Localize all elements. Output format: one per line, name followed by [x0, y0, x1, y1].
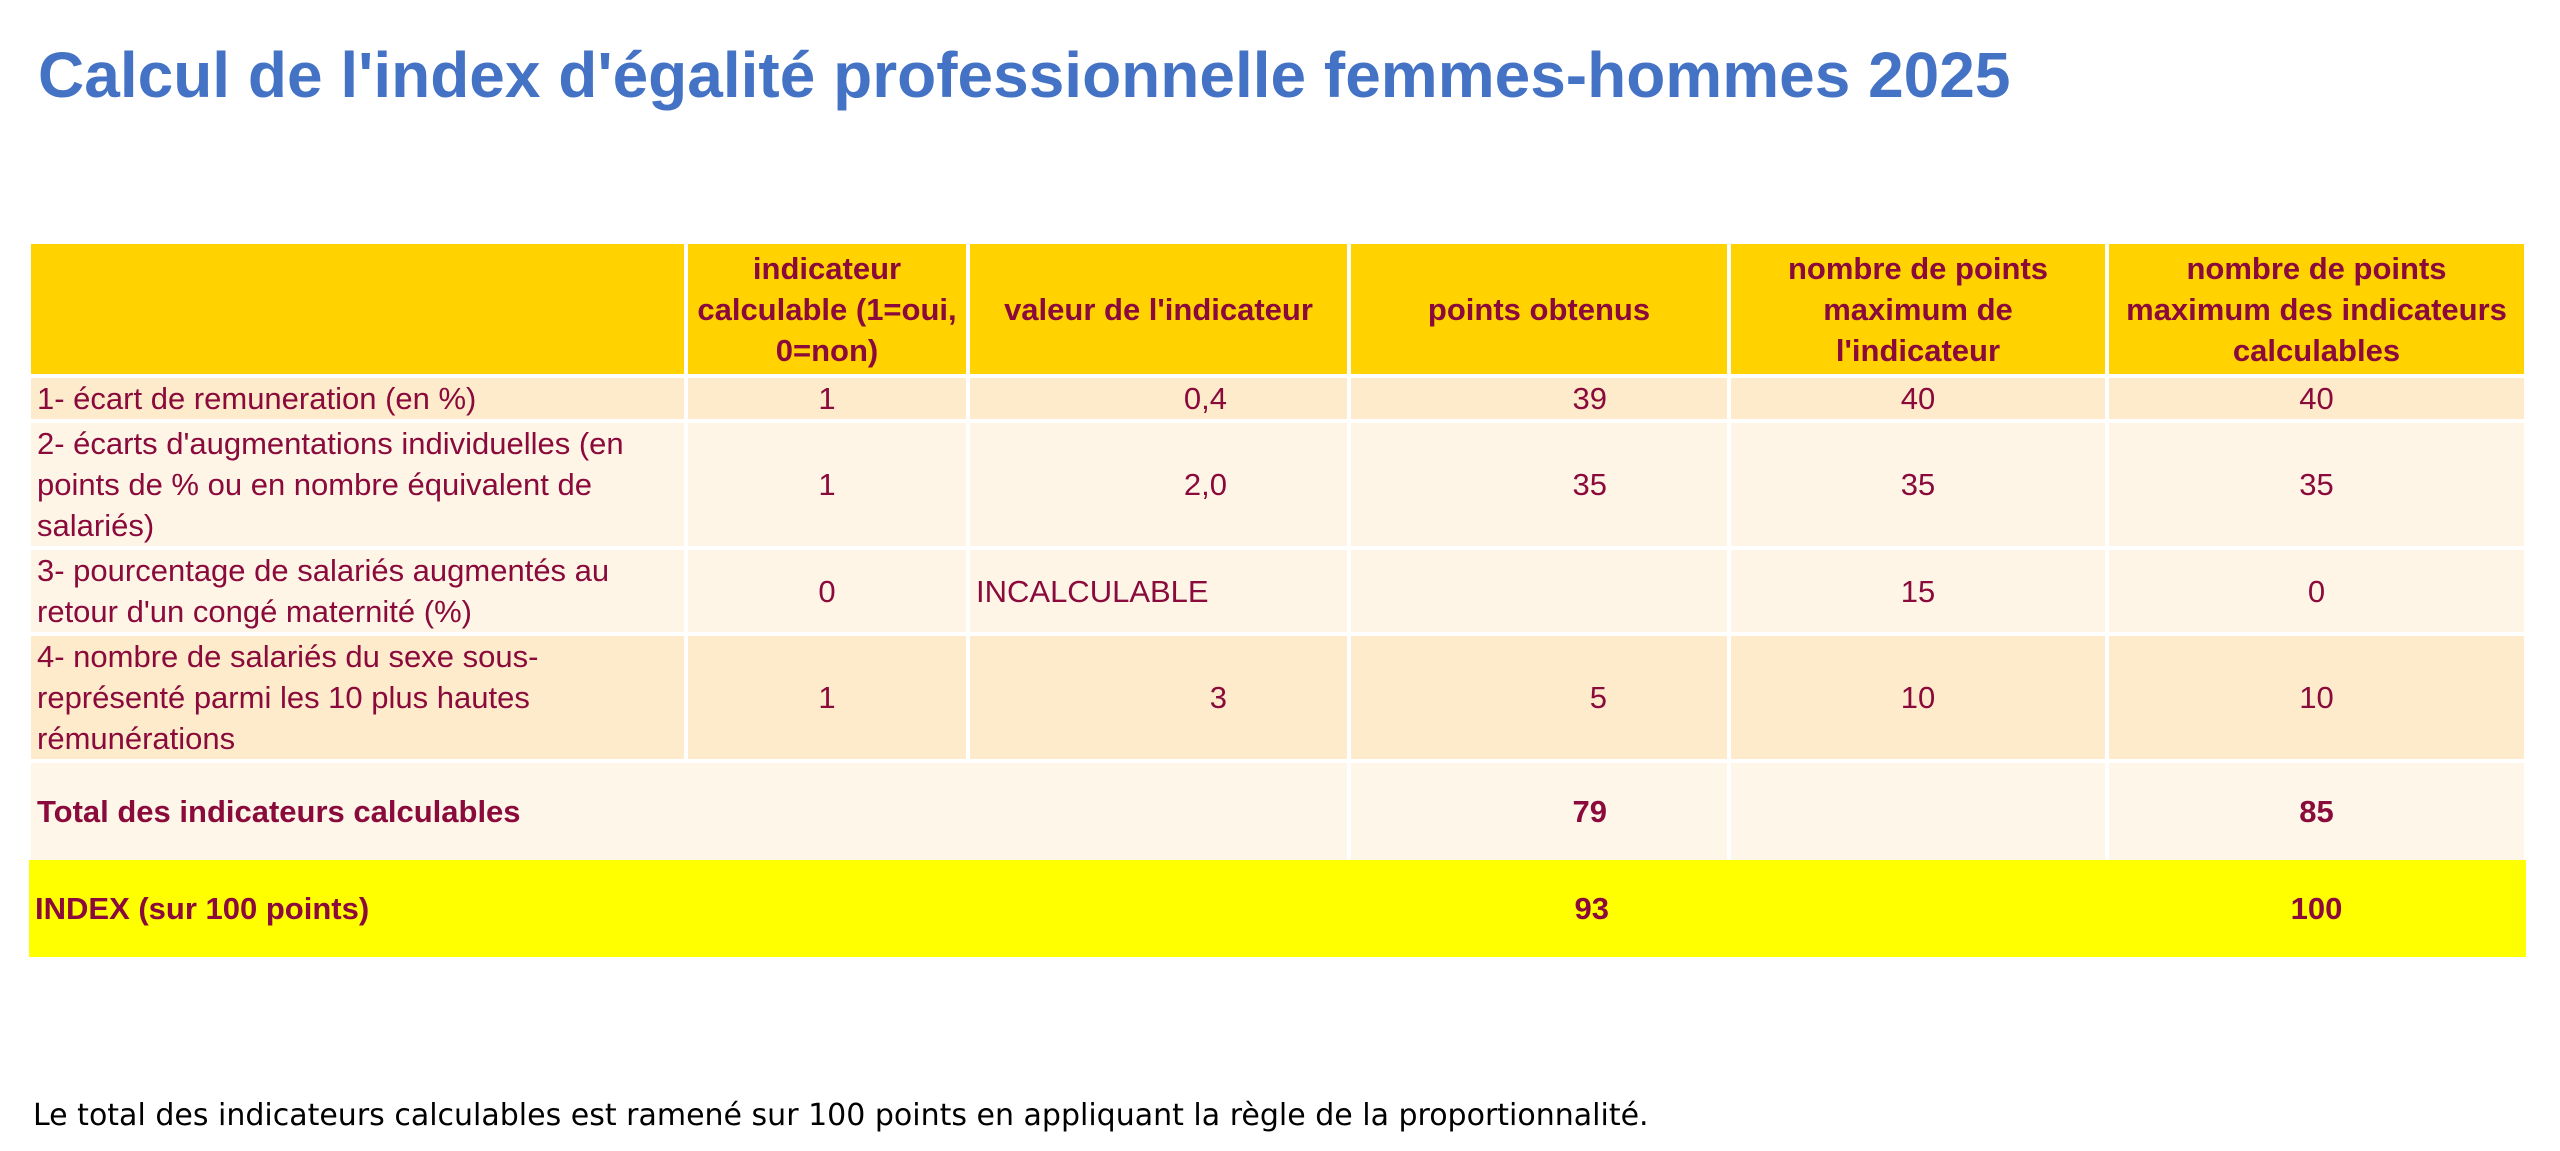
header-cell: nombre de points maximum de l'indicateur: [1727, 240, 2109, 378]
cell: 0,4: [966, 374, 1351, 423]
header-cell: nombre de points maximum des indicateurs…: [2105, 240, 2528, 378]
header-cell: valeur de l'indicateur: [966, 240, 1351, 378]
indicator-label: 3- pourcentage de salariés augmentés au …: [27, 546, 688, 636]
indicator-row: 3- pourcentage de salariés augmentés au …: [27, 546, 2528, 636]
index-max: 100: [2107, 860, 2526, 957]
cell: 3: [966, 632, 1351, 763]
cell: [1729, 860, 2107, 957]
indicator-label: 2- écarts d'augmentations individuelles …: [27, 419, 688, 550]
total-row: Total des indicateurs calculables 79 85: [27, 761, 2528, 860]
cell: 35: [2105, 419, 2528, 550]
index-table: indicateur calculable (1=oui, 0=non) vale…: [27, 240, 2528, 957]
header-cell: points obtenus: [1347, 240, 1731, 378]
cell: 10: [1727, 632, 2109, 763]
header-row: indicateur calculable (1=oui, 0=non) vale…: [27, 240, 2528, 378]
cell: INCALCULABLE: [966, 546, 1351, 636]
index-label: INDEX (sur 100 points): [29, 860, 1349, 957]
cell: 35: [1727, 419, 2109, 550]
total-points: 79: [1347, 761, 1731, 860]
total-label: Total des indicateurs calculables: [27, 761, 1351, 860]
cell: 2,0: [966, 419, 1351, 550]
cell: 5: [1347, 632, 1731, 763]
indicator-label: 4- nombre de salariés du sexe sous-repré…: [27, 632, 688, 763]
cell: 1: [684, 419, 970, 550]
index-points: 93: [1349, 860, 1729, 957]
cell: [1347, 546, 1731, 636]
cell: 1: [684, 374, 970, 423]
cell: 0: [684, 546, 970, 636]
table-body: indicateur calculable (1=oui, 0=non) vale…: [27, 240, 2528, 957]
indicator-label: 1- écart de remuneration (en %): [27, 374, 688, 423]
footnote: Le total des indicateurs calculables est…: [33, 1098, 1649, 1133]
cell: 39: [1347, 374, 1731, 423]
index-row: INDEX (sur 100 points) 93 100: [29, 860, 2526, 957]
cell: 15: [1727, 546, 2109, 636]
cell: [1727, 761, 2109, 860]
cell: 0: [2105, 546, 2528, 636]
title: Calcul de l'index d'égalité professionne…: [38, 39, 2011, 111]
total-max: 85: [2105, 761, 2528, 860]
indicator-row: 2- écarts d'augmentations individuelles …: [27, 419, 2528, 550]
cell: 35: [1347, 419, 1731, 550]
indicator-row: 4- nombre de salariés du sexe sous-repré…: [27, 632, 2528, 763]
cell: 1: [684, 632, 970, 763]
cell: 40: [1727, 374, 2109, 423]
cell: 10: [2105, 632, 2528, 763]
header-cell: indicateur calculable (1=oui, 0=non): [684, 240, 970, 378]
cell: 40: [2105, 374, 2528, 423]
header-cell: [27, 240, 688, 378]
indicator-row: 1- écart de remuneration (en %) 1 0,4 39 40 4…: [27, 374, 2528, 423]
